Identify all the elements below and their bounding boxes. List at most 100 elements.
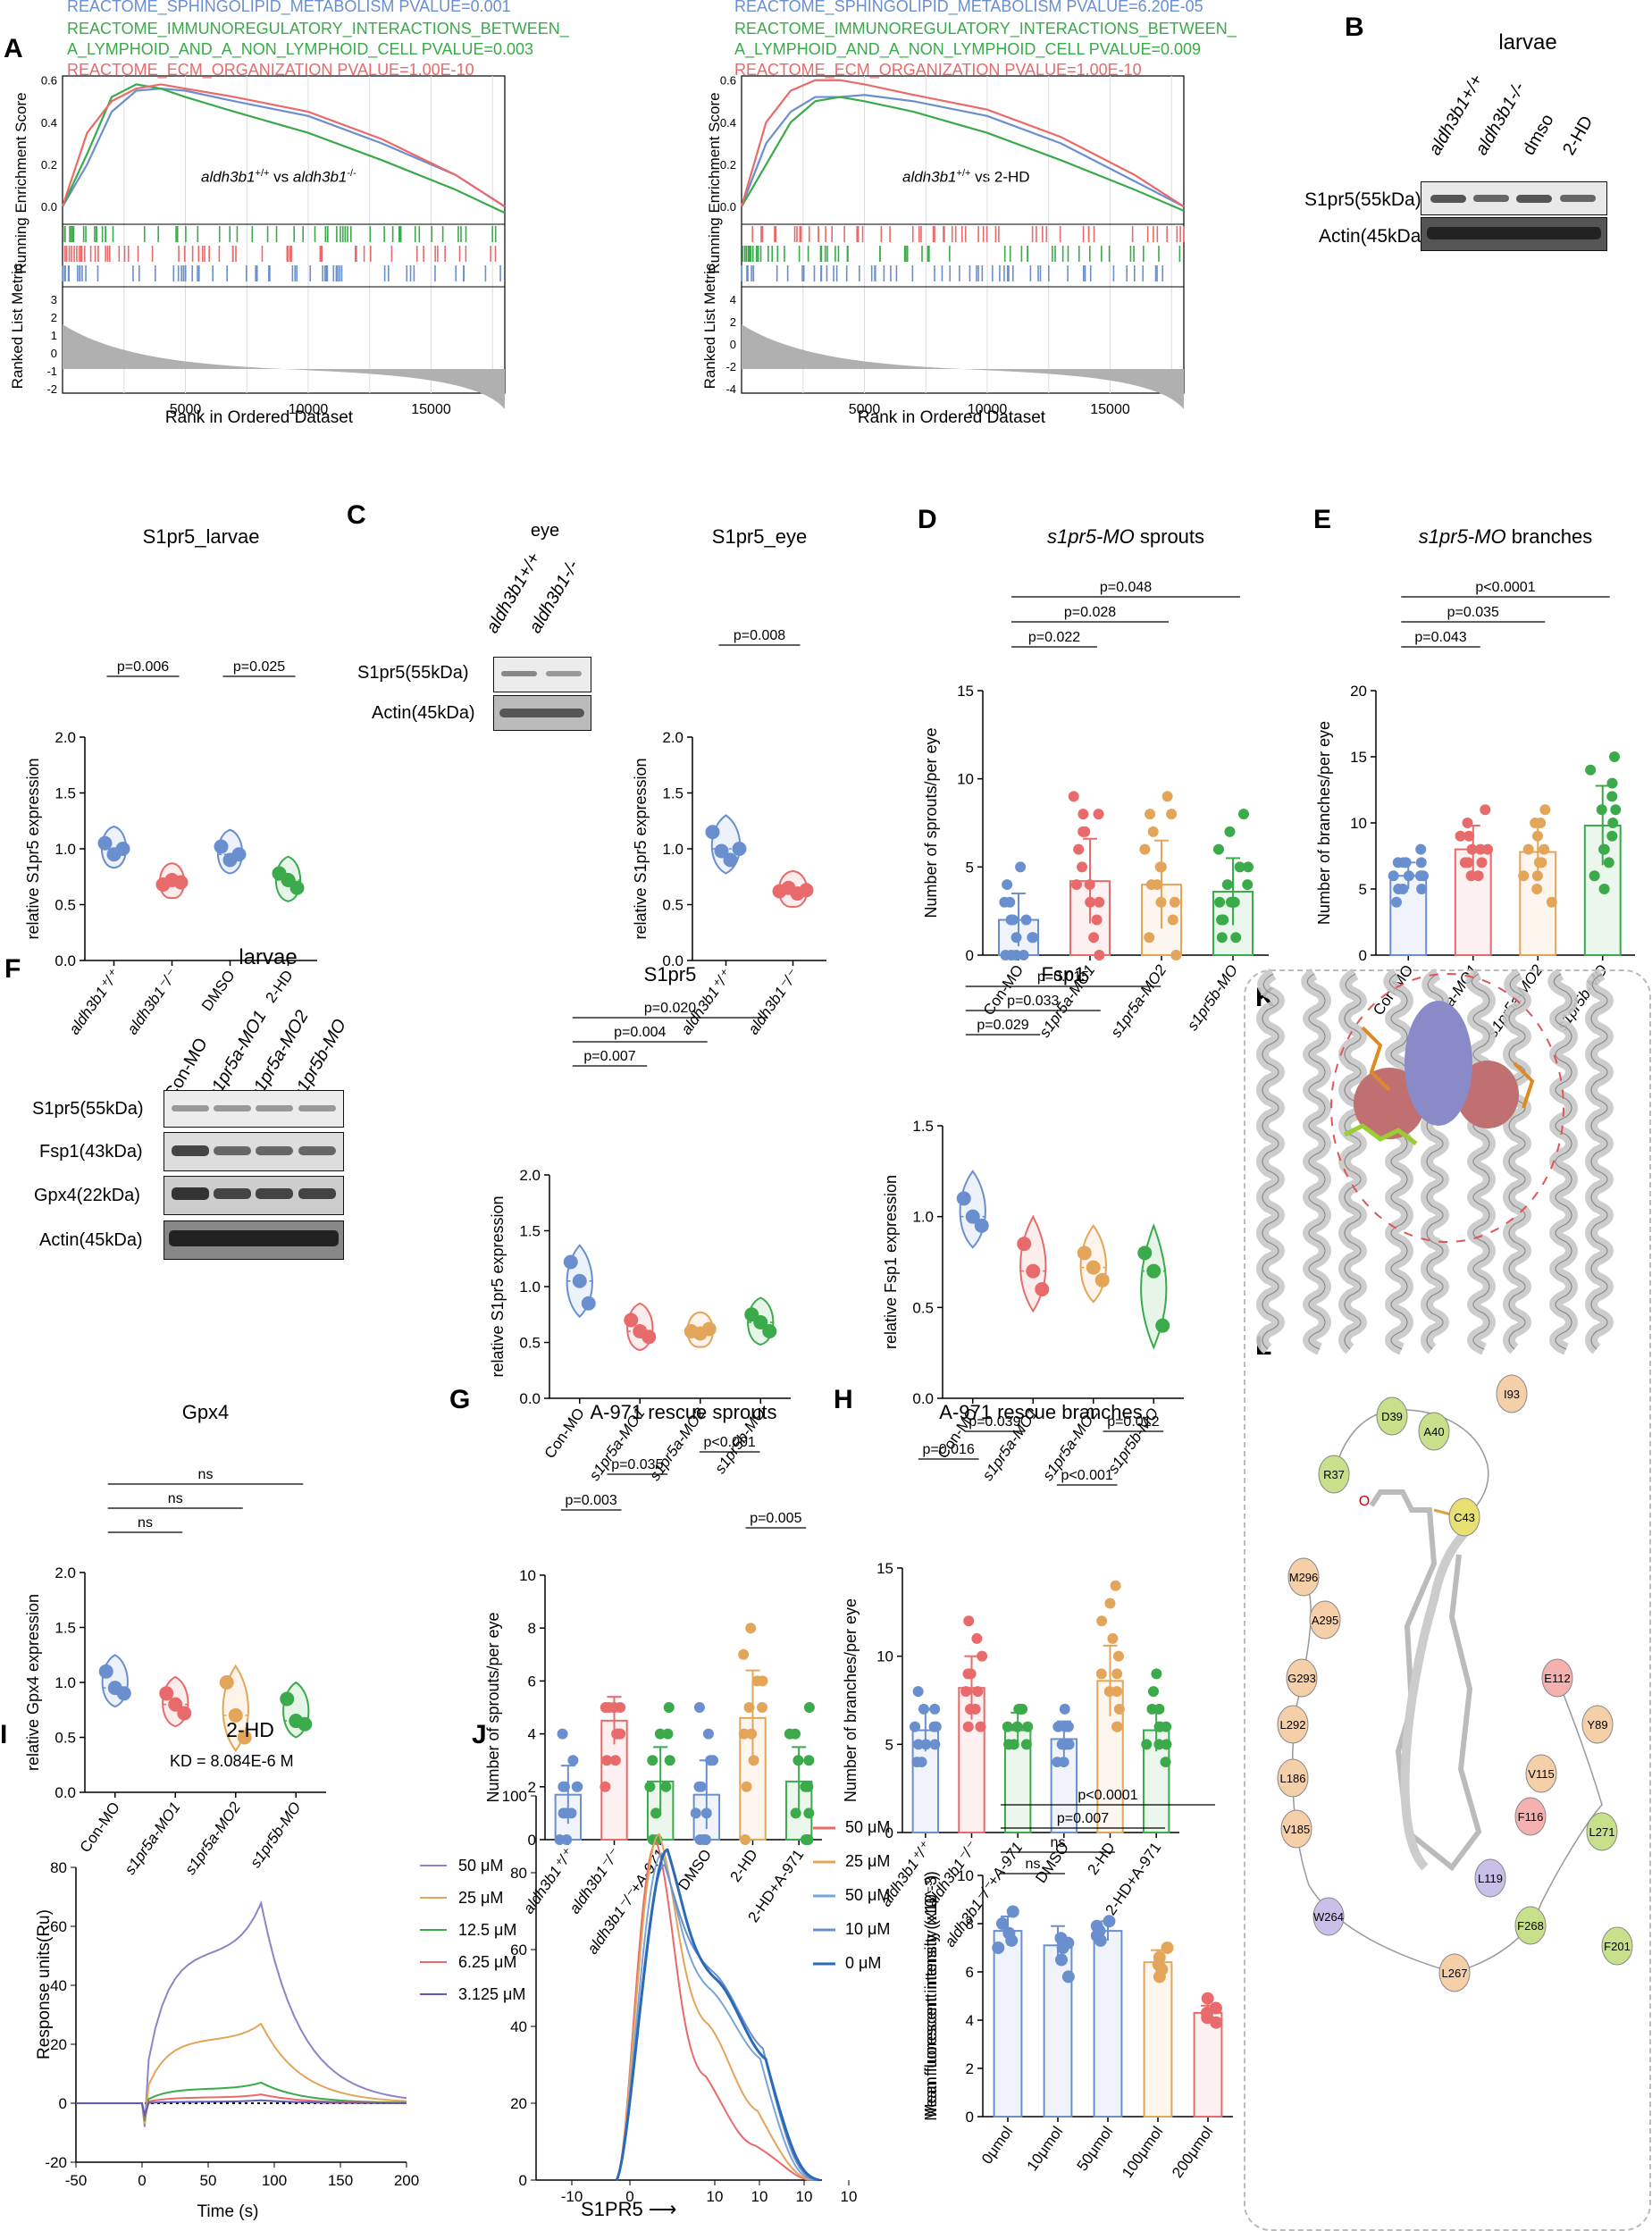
y-tick-label: 2 [528, 1779, 536, 1796]
p-value: p=0.003 [566, 1493, 617, 1508]
violin-0 [959, 1170, 986, 1249]
p-value: p=0.035 [1447, 605, 1499, 620]
data-point [115, 842, 130, 856]
data-point [1103, 1686, 1115, 1698]
p-value: p=0.035 [611, 1457, 663, 1472]
es-curve [62, 88, 506, 208]
data-point [741, 1781, 752, 1792]
data-point [1141, 1739, 1153, 1750]
helix-outline [1508, 973, 1526, 1350]
panel-label-i: I [0, 1720, 8, 1749]
gsea-left-legend-1: REACTOME_SPHINGOLIPID_METABOLISM PVALUE=… [67, 0, 511, 15]
y-tick-label: 100 [502, 1788, 527, 1805]
data-point [1018, 950, 1029, 960]
rank-tick-label: 0 [51, 347, 57, 360]
y-tick-label: 40 [50, 1977, 67, 1994]
data-point [1147, 826, 1159, 837]
y-tick-label: 1.0 [912, 1209, 934, 1226]
data-point [1153, 1970, 1166, 1984]
panel-label-c: C [347, 500, 366, 530]
y-tick-label: 2 [966, 2060, 974, 2077]
chart-s1pr5-eye: S1pr5_eye 0.0 0.5 1.0 1.5 2.0 relative S1pr5 e… [632, 525, 826, 1037]
blot-f-row4-label: Actin(45kDa) [39, 1230, 143, 1250]
data-point [799, 883, 814, 898]
data-point [1148, 1686, 1160, 1698]
rank-tick-label: -4 [725, 382, 736, 396]
residue-node [1496, 1374, 1528, 1413]
chart-title: S1pr5_eye [712, 525, 807, 548]
y-tick-label: 0 [1359, 947, 1367, 964]
data-point [1020, 1739, 1032, 1750]
data-point [660, 1781, 672, 1792]
panel-label-e: E [1313, 505, 1332, 534]
data-point [1139, 843, 1151, 855]
plot-frame [62, 75, 506, 394]
rank-tick-label: -1 [46, 365, 57, 378]
x-tick-label: 200 [394, 2172, 419, 2189]
flow-legend-label: 10 μM [845, 1920, 891, 1938]
residue-node [1277, 1758, 1309, 1798]
helix-ribbon [1585, 968, 1614, 1355]
chart-d-sprouts: s1pr5-MO sprouts 0 5 10 15 Number of sprouts/… [922, 525, 1269, 1041]
gsea-right-plot: 0.6 0.4 0.2 0.0 4 2 0 -2 -4 5000 10000 15000 [720, 74, 1185, 417]
x-tick-label: aldh3b1⁺/⁺ [65, 966, 122, 1038]
data-point [790, 1807, 801, 1819]
y-tick-label: 15 [876, 1560, 893, 1577]
data-point [1212, 843, 1224, 855]
data-point [1111, 1721, 1123, 1732]
p-value: ns [1026, 1857, 1041, 1872]
data-point [1011, 1721, 1023, 1732]
panel-label-b: B [1345, 13, 1364, 42]
histogram-curve [616, 1833, 812, 2181]
y-tick-label: 4 [528, 1726, 536, 1743]
blot-c-row1-label: S1pr5(55kDa) [357, 663, 469, 683]
y-tick-label: 5 [885, 1736, 893, 1753]
rank-tick-label: 3 [51, 293, 57, 306]
data-point [956, 1191, 971, 1206]
data-point [647, 1755, 658, 1766]
y-tick-label: 10 [957, 1867, 974, 1884]
residue-label: A295 [1312, 1614, 1338, 1627]
flow-legend-label: 25 μM [845, 1852, 891, 1870]
chart-title: Fsp1 [1042, 963, 1086, 985]
data-point [1397, 857, 1409, 868]
data-point [1155, 1318, 1170, 1333]
blot-f-title: larvae [239, 945, 298, 969]
chart-f-s1pr5: S1pr5 0.0 0.5 1.0 1.5 2.0 relative S1pr5 expre… [489, 963, 791, 1484]
data-point [1161, 1942, 1174, 1954]
x-tick-label: 200μmol [1169, 2123, 1216, 2181]
y-axis-label: relative S1pr5 expression [24, 758, 42, 939]
data-point [1234, 861, 1245, 873]
p-value: p=0.039 [969, 1414, 1020, 1430]
residue-node [1309, 1600, 1341, 1640]
y-tick-label: 20 [1350, 683, 1367, 700]
data-point [280, 1691, 295, 1707]
data-point [1153, 1721, 1165, 1732]
data-point [910, 1721, 921, 1732]
data-point [1535, 818, 1547, 828]
data-point [1017, 1237, 1032, 1252]
y-tick-label: 80 [50, 1859, 67, 1876]
p-value: p<0.0001 [1475, 580, 1535, 595]
helix-ribbon [1503, 968, 1531, 1355]
data-point [168, 1697, 183, 1712]
data-point [916, 1757, 927, 1768]
y-tick-label: 10 [957, 771, 974, 788]
data-point [971, 1632, 983, 1644]
residue-node [1418, 1412, 1450, 1451]
chart-title: Gpx4 [182, 1401, 230, 1423]
data-point [1455, 830, 1466, 842]
es-tick-label: 0.0 [41, 200, 57, 214]
rank-tick-label: -2 [46, 382, 57, 396]
helix-ribbon [1256, 968, 1285, 1355]
p-value: p=0.043 [1414, 630, 1466, 645]
blot-f-fsp1 [164, 1132, 344, 1171]
es-tick-label: 0.4 [41, 116, 57, 130]
data-point [1077, 1246, 1092, 1261]
data-point [1026, 1263, 1041, 1279]
y-tick-label: 60 [50, 1918, 67, 1935]
data-point [1058, 1757, 1069, 1768]
data-point [1008, 1739, 1019, 1750]
data-point [1474, 843, 1486, 855]
panel-label-g: G [449, 1385, 471, 1414]
